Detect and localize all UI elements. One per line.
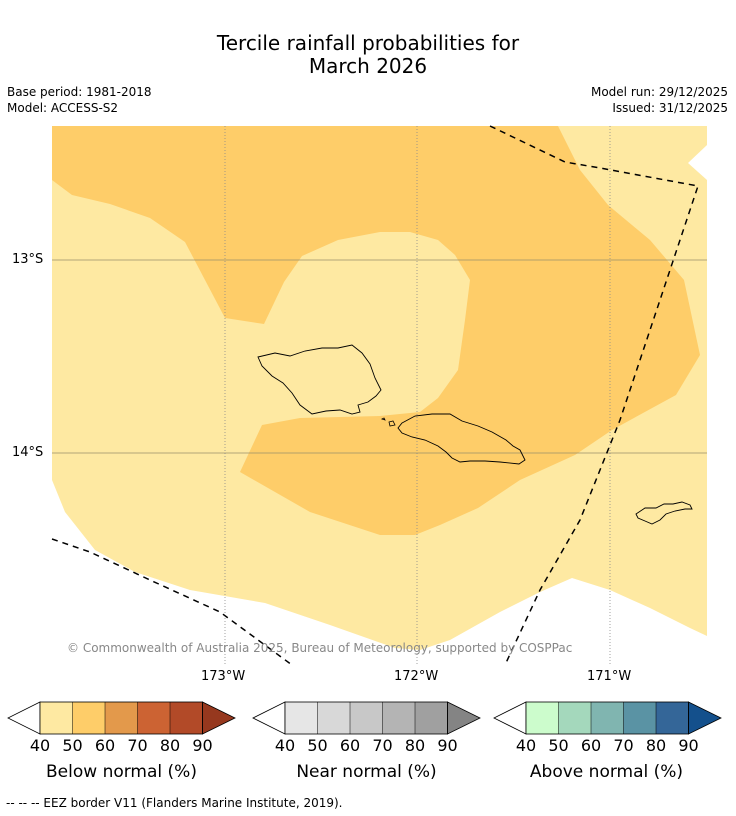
above-bin-70 <box>623 702 656 734</box>
map-title-line2: March 2026 <box>308 54 428 78</box>
above-tick: 90 <box>678 736 699 755</box>
model-name: Model: ACCESS-S2 <box>7 101 119 115</box>
above-bin-60 <box>591 702 624 734</box>
below-tick: 40 <box>29 736 51 755</box>
below-tick: 80 <box>159 736 181 755</box>
outside-coverage <box>52 480 707 665</box>
issued-date: Issued: 31/12/2025 <box>612 101 728 115</box>
below-50-region-north <box>52 126 700 535</box>
above-bin-50 <box>558 702 591 734</box>
near-tick: 50 <box>307 736 328 755</box>
eez-border-southwest <box>51 538 293 666</box>
lon-label-172w: 172°W <box>394 669 439 684</box>
below-tick: 70 <box>127 736 148 755</box>
lon-label-171w: 171°W <box>587 669 632 684</box>
near-bin-70 <box>382 702 415 734</box>
near-tick: 70 <box>372 736 393 755</box>
near-bin-80 <box>415 702 448 734</box>
above-tick: 60 <box>580 736 602 755</box>
near-tick: 90 <box>437 736 458 755</box>
base-period: Base period: 1981-2018 <box>7 85 152 99</box>
below-normal-colorbar <box>7 701 236 735</box>
near-bin-50 <box>317 702 350 734</box>
near-tick: 40 <box>274 736 296 755</box>
near-bin-40 <box>285 702 318 734</box>
map-title-line1: Tercile rainfall probabilities for <box>216 31 520 55</box>
savaii-island <box>257 344 382 415</box>
lat-label-14s: 14°S <box>12 445 44 460</box>
below-bin-80 <box>170 702 203 734</box>
below-tick: 60 <box>94 736 116 755</box>
near-normal-legend-title: Near normal (%) <box>296 762 437 782</box>
above-tick: 40 <box>515 736 537 755</box>
lon-label-173w: 173°W <box>201 669 246 684</box>
eez-border-east <box>489 125 699 666</box>
below-bin-50 <box>72 702 105 734</box>
below-tick: 50 <box>62 736 83 755</box>
manono-island <box>388 420 396 427</box>
below-bin-40 <box>40 702 73 734</box>
below-normal-legend-title: Below normal (%) <box>46 762 197 782</box>
copyright-notice: © Commonwealth of Australia 2025, Bureau… <box>67 641 573 655</box>
below-bin-70 <box>137 702 170 734</box>
below-extend-high <box>202 701 236 735</box>
above-tick: 70 <box>613 736 634 755</box>
near-tick: 60 <box>339 736 361 755</box>
above-normal-colorbar <box>493 701 722 735</box>
above-bin-80 <box>656 702 689 734</box>
above-tick: 50 <box>548 736 569 755</box>
above-bin-40 <box>526 702 559 734</box>
upolu-island <box>397 413 526 465</box>
tutuila-island <box>635 501 693 525</box>
model-run: Model run: 29/12/2025 <box>590 85 728 99</box>
lat-label-13s: 13°S <box>12 252 44 267</box>
near-normal-colorbar <box>252 701 481 735</box>
above-normal-legend-title: Above normal (%) <box>529 762 684 782</box>
above-tick: 80 <box>645 736 667 755</box>
below-extend-low <box>7 701 41 735</box>
near-bin-60 <box>350 702 383 734</box>
below-tick: 90 <box>192 736 213 755</box>
near-tick: 80 <box>404 736 426 755</box>
map-notch <box>688 126 707 180</box>
below-bin-60 <box>105 702 138 734</box>
eez-footer-note: -- -- -- EEZ border V11 (Flanders Marine… <box>6 796 343 810</box>
apolima-island <box>380 417 386 421</box>
